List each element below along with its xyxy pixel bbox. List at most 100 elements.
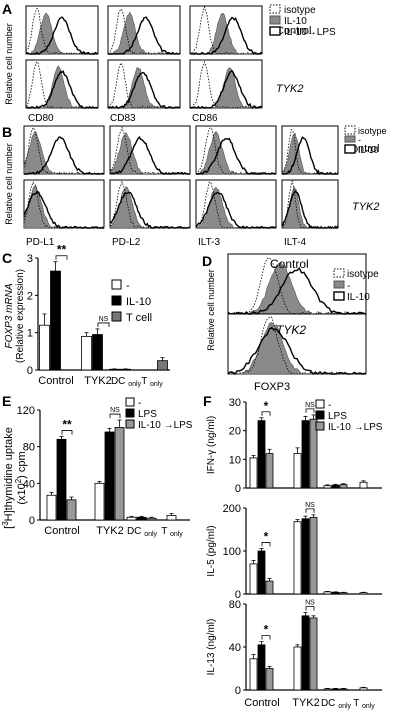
panel-f-1-bar-1-0: [257, 550, 266, 595]
panel-label-e: E: [2, 393, 11, 409]
panel-a-hist-tyk2-cd83-isotype-trace: [107, 62, 181, 109]
panel-c-bar-2-3: [157, 360, 168, 371]
panel-c-bar-0-2: [109, 368, 120, 371]
panel-d-row-tyk2: TYK2: [276, 323, 306, 337]
panel-a-ylabel: Relative cell number: [4, 23, 14, 105]
panel-f-0-bracket-1: [305, 408, 315, 413]
panel-c-bracket-1: [97, 322, 110, 327]
panel-f-0-sig-0: *: [264, 399, 269, 413]
panel-b-xlabel-ilt-3: ILT-3: [198, 237, 220, 248]
panel-e-ytick-label-2: 80: [23, 442, 35, 454]
panel-f-1-sig-1: NS: [305, 502, 315, 509]
panel-e-cat-1: TYK2: [96, 525, 124, 537]
panel-f-1-bracket-1: [305, 508, 315, 513]
legend-f-swatch-0: [315, 399, 325, 409]
panel-d-xlabel: FOXP3: [254, 381, 290, 393]
panel-e-cat-3: T only: [161, 526, 183, 538]
panel-label-a: A: [2, 1, 12, 17]
panel-d-ylabel: Relative cell number: [206, 269, 216, 351]
panel-a-xlabel-cd83: CD83: [110, 113, 136, 124]
panel-a-hist-control-cd86-open-trace: [189, 16, 263, 55]
panel-b-hist-tyk2-pd-l1-filled-trace: [23, 185, 105, 229]
panel-f-2-ytick-label-2: 80: [229, 599, 241, 611]
panel-f-cat-2: DC only: [321, 698, 352, 710]
legend-c-swatch-2: [111, 311, 122, 322]
panel-e-sig-0: **: [62, 418, 72, 432]
panel-f-2-bar-1-2: [331, 688, 340, 691]
panel-c-sig-0: **: [57, 243, 67, 257]
legend-f-label-0: -: [328, 400, 331, 411]
panel-c-bar-0-1: [81, 335, 92, 371]
panel-c-bar-1-0: [50, 270, 61, 371]
panel-b-hist-control-ilt-3-isotype-trace: [195, 127, 277, 175]
legend-d-isotype-label: isotype: [347, 269, 379, 280]
panel-f-0-bar-2-2: [339, 484, 348, 489]
panel-b-hist-control-pd-l1-isotype-trace: [23, 126, 105, 175]
panel-f-cat-3: T only: [353, 698, 375, 710]
panel-f-2-sig-0: *: [264, 623, 269, 637]
legend-b-il10-swatch: [344, 144, 356, 154]
panel-e-bar-2-1: [114, 427, 125, 521]
panel-a-hist-tyk2-cd86-filled-trace: [189, 67, 263, 109]
panel-f-1-bar-0-0: [249, 563, 258, 595]
panel-b-hist-control-ilt-3-open-trace: [196, 137, 276, 175]
legend-c-label-1: IL-10: [126, 296, 151, 308]
panel-a-hist-tyk2-cd80-open-trace: [25, 69, 99, 109]
legend-d-minus-swatch: [333, 280, 345, 289]
panel-c-ytick-label-0: 0: [27, 365, 33, 377]
panel-b-hist-control-ilt-3-filled-trace: [195, 131, 277, 175]
panel-e-cat-2: DC only: [127, 526, 158, 538]
panel-f-0-ytick-label-1: 10: [229, 454, 241, 466]
panel-c-cat-2: DC only: [111, 376, 142, 388]
panel-f-cat-1: TYK2: [292, 697, 320, 709]
panel-a-hist-control-cd83-isotype-trace: [107, 8, 180, 55]
panel-e-bracket-1: [109, 413, 121, 419]
panel-b-hist-tyk2-ilt-3-isotype-trace: [195, 181, 277, 229]
legend-f-label-1: LPS: [328, 411, 347, 422]
panel-b-hist-control-pd-l2-isotype-trace: [109, 126, 190, 175]
panel-e-ytick-label-3: 120: [17, 405, 35, 417]
panel-a-hist-control-cd83-open-trace: [108, 16, 181, 55]
legend-d-il10-label: IL-10: [347, 292, 370, 303]
panel-f-0-bar-0-2: [323, 485, 332, 489]
panel-f-1-bar-1-1: [301, 518, 310, 595]
panel-f-cat-0: Control: [244, 697, 279, 709]
panel-b-hist-tyk2-pd-l1-open-trace: [23, 191, 104, 229]
panel-e-bar-0-0: [46, 494, 57, 521]
panel-d-hist-tyk2-isotype-trace: [227, 316, 366, 375]
panel-f-1-bar-2-1: [309, 517, 318, 595]
panel-e-bar-0-2: [126, 516, 137, 521]
panel-e-bar-0-3: [166, 515, 177, 521]
legend-c-swatch-1: [111, 295, 122, 306]
legend-a-il10-label: IL-10: [284, 16, 307, 27]
panel-f-0-bar-0-0: [249, 457, 258, 489]
panel-label-d: D: [202, 253, 212, 269]
panel-e-bar-1-1: [104, 431, 115, 521]
legend-b-isotype-label: isotype: [358, 126, 387, 136]
panel-c-sig-1: NS: [99, 316, 109, 323]
legend-e-label-0: -: [138, 398, 141, 409]
panel-b-hist-tyk2-pd-l2-open-trace: [109, 191, 191, 229]
legend-b-il10-label: IL-10: [358, 145, 379, 155]
panel-f-2-bracket-1: [305, 606, 315, 611]
panel-b-hist-tyk2-pd-l2-filled-trace: [109, 186, 191, 229]
panel-b-xlabel-pd-l2: PD-L2: [112, 237, 141, 248]
panel-b-hist-control-ilt-4-open-trace: [282, 136, 339, 176]
panel-c-bracket-0: [55, 255, 68, 260]
panel-a-xlabel-cd86: CD86: [192, 113, 218, 124]
panel-e-bar-2-2: [146, 517, 157, 521]
panel-f-2-bar-0-3: [359, 687, 368, 691]
panel-label-f: F: [203, 393, 212, 409]
panel-f-0-bar-1-0: [257, 420, 266, 489]
panel-a-hist-control-cd86-isotype-trace: [190, 5, 263, 55]
panel-a-xlabel-cd80: CD80: [28, 113, 54, 124]
panel-b-xlabel-ilt-4: ILT-4: [284, 237, 306, 248]
panel-f-2-bar-2-2: [339, 688, 348, 691]
panel-f-0-bar-0-3: [359, 481, 368, 489]
panel-b-hist-control-ilt-4-isotype-trace: [281, 128, 338, 175]
legend-a-isotype-label: isotype: [284, 5, 316, 16]
legend-e-label-1: LPS: [138, 409, 157, 420]
panel-e-ytick-label-0: 0: [29, 515, 35, 527]
panel-b-ylabel: Relative cell number: [4, 143, 14, 225]
